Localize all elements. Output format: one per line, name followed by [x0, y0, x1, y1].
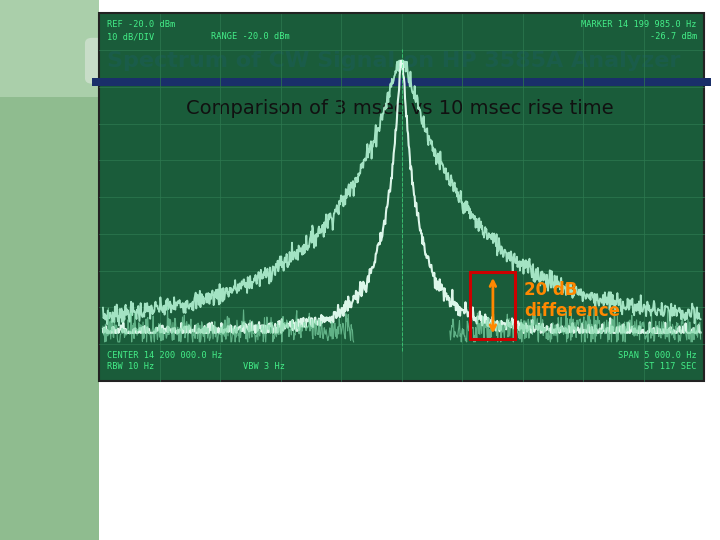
Text: SPAN 5 000.0 Hz: SPAN 5 000.0 Hz	[618, 351, 697, 360]
FancyBboxPatch shape	[85, 38, 503, 84]
Text: Spectrum of CW Signal on HP 3585A Analyzer: Spectrum of CW Signal on HP 3585A Analyz…	[107, 51, 680, 71]
Bar	[99, 14, 704, 381]
Text: RANGE -20.0 dBm: RANGE -20.0 dBm	[211, 32, 289, 42]
Text: ST 117 SEC: ST 117 SEC	[644, 362, 697, 371]
Text: Comparison of 3 msec vs 10 msec rise time: Comparison of 3 msec vs 10 msec rise tim…	[186, 98, 613, 118]
Text: CENTER 14 200 000.0 Hz: CENTER 14 200 000.0 Hz	[107, 351, 222, 360]
Bar	[0, 0, 99, 97]
Text: MARKER 14 199 985.0 Hz: MARKER 14 199 985.0 Hz	[582, 20, 697, 29]
Bar	[0, 0, 99, 540]
Bar	[470, 272, 516, 339]
Text: REF -20.0 dBm: REF -20.0 dBm	[107, 20, 175, 29]
Text: 20 dB
difference: 20 dB difference	[524, 281, 620, 320]
Bar	[92, 78, 711, 86]
Text: VBW 3 Hz: VBW 3 Hz	[243, 362, 285, 371]
Text: -26.7 dBm: -26.7 dBm	[649, 32, 697, 42]
Text: RBW 10 Hz: RBW 10 Hz	[107, 362, 154, 371]
Text: 10 dB/DIV: 10 dB/DIV	[107, 32, 154, 42]
